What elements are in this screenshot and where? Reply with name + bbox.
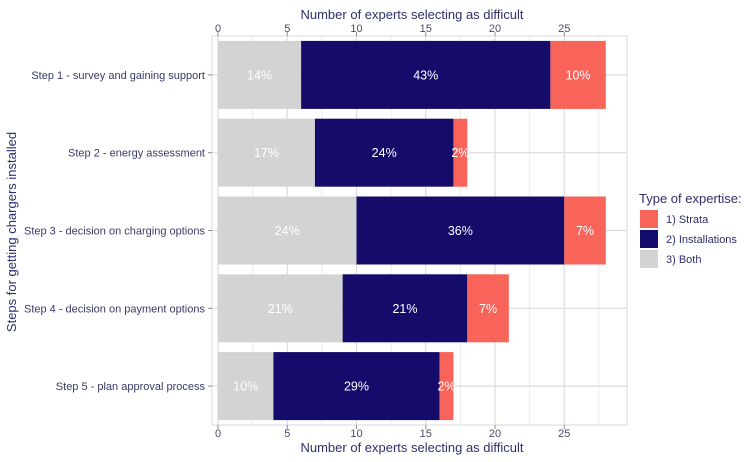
bar-data-label: 29% bbox=[344, 380, 369, 394]
legend: Type of expertise: 1) Strata 2) Installat… bbox=[639, 191, 742, 268]
bar-data-label: 17% bbox=[254, 146, 279, 160]
bar-data-label: 14% bbox=[247, 68, 272, 82]
category-label: Step 4 - decision on payment options bbox=[24, 303, 206, 315]
bar-data-label: 24% bbox=[275, 224, 300, 238]
x-tick-label-bottom: 10 bbox=[350, 428, 362, 440]
bars: 14% 43% 10% 17% 24% 2% 24% 36% 7% 21% 21% 7% 10% 29% 2… bbox=[218, 40, 606, 421]
y-axis-title: Steps for getting chargers installed bbox=[4, 132, 19, 332]
legend-swatch bbox=[640, 210, 658, 228]
bar-segment bbox=[218, 274, 343, 343]
bar-segment bbox=[218, 196, 357, 265]
x-tick-label-top: 10 bbox=[350, 23, 362, 35]
category-label: Step 1 - survey and gaining support bbox=[31, 70, 205, 82]
x-tick-label-bottom: 20 bbox=[489, 428, 501, 440]
bar-segment bbox=[439, 352, 454, 421]
bar-data-label: 21% bbox=[392, 302, 417, 316]
x-axis-title-bottom: Number of experts selecting as difficult bbox=[300, 440, 523, 455]
x-tick-label-bottom: 0 bbox=[215, 428, 221, 440]
legend-label: 3) Both bbox=[666, 254, 701, 266]
category-label: Step 5 - plan approval process bbox=[56, 381, 206, 393]
category-label: Step 2 - energy assessment bbox=[68, 148, 205, 160]
x-tick-label-top: 15 bbox=[420, 23, 432, 35]
bar-segment bbox=[301, 40, 551, 109]
bar-segment bbox=[564, 196, 606, 265]
x-axis-title-top: Number of experts selecting as difficult bbox=[300, 7, 523, 22]
legend-swatch bbox=[640, 250, 658, 268]
bar-segment bbox=[218, 352, 274, 421]
bar-data-label: 10% bbox=[566, 68, 591, 82]
x-tick-label-bottom: 25 bbox=[558, 428, 570, 440]
axes: 0 0 5 5 10 10 15 15 20 20 25 25 Step 1 - survey and … bbox=[24, 23, 570, 440]
category-label: Step 3 - decision on charging options bbox=[24, 226, 206, 238]
bar-segment bbox=[218, 40, 302, 109]
bar-data-label: 7% bbox=[479, 302, 497, 316]
bar-segment bbox=[314, 118, 454, 187]
bar-segment bbox=[453, 118, 468, 187]
bar-segment bbox=[218, 118, 315, 187]
x-tick-label-bottom: 15 bbox=[420, 428, 432, 440]
legend-title: Type of expertise: bbox=[639, 191, 742, 206]
x-tick-label-top: 0 bbox=[215, 23, 221, 35]
x-tick-label-top: 25 bbox=[558, 23, 570, 35]
bar-data-label: 2% bbox=[437, 380, 455, 394]
bar-data-label: 10% bbox=[233, 380, 258, 394]
bar-data-label: 21% bbox=[268, 302, 293, 316]
bar-segment bbox=[356, 196, 565, 265]
legend-swatch bbox=[640, 230, 658, 248]
x-tick-label-top: 5 bbox=[284, 23, 290, 35]
legend-label: 1) Strata bbox=[666, 214, 709, 226]
bar-segment bbox=[467, 274, 509, 343]
bar-data-label: 24% bbox=[372, 146, 397, 160]
bar-data-label: 7% bbox=[576, 224, 594, 238]
bar-data-label: 2% bbox=[451, 146, 469, 160]
bar-segment bbox=[273, 352, 440, 421]
legend-items: 1) Strata 2) Installations 3) Both bbox=[640, 210, 737, 268]
x-tick-label-bottom: 5 bbox=[284, 428, 290, 440]
bar-segment bbox=[342, 274, 468, 343]
legend-label: 2) Installations bbox=[666, 234, 737, 246]
bar-data-label: 43% bbox=[413, 68, 438, 82]
bar-data-label: 36% bbox=[448, 224, 473, 238]
bar-segment bbox=[550, 40, 606, 109]
x-tick-label-top: 20 bbox=[489, 23, 501, 35]
